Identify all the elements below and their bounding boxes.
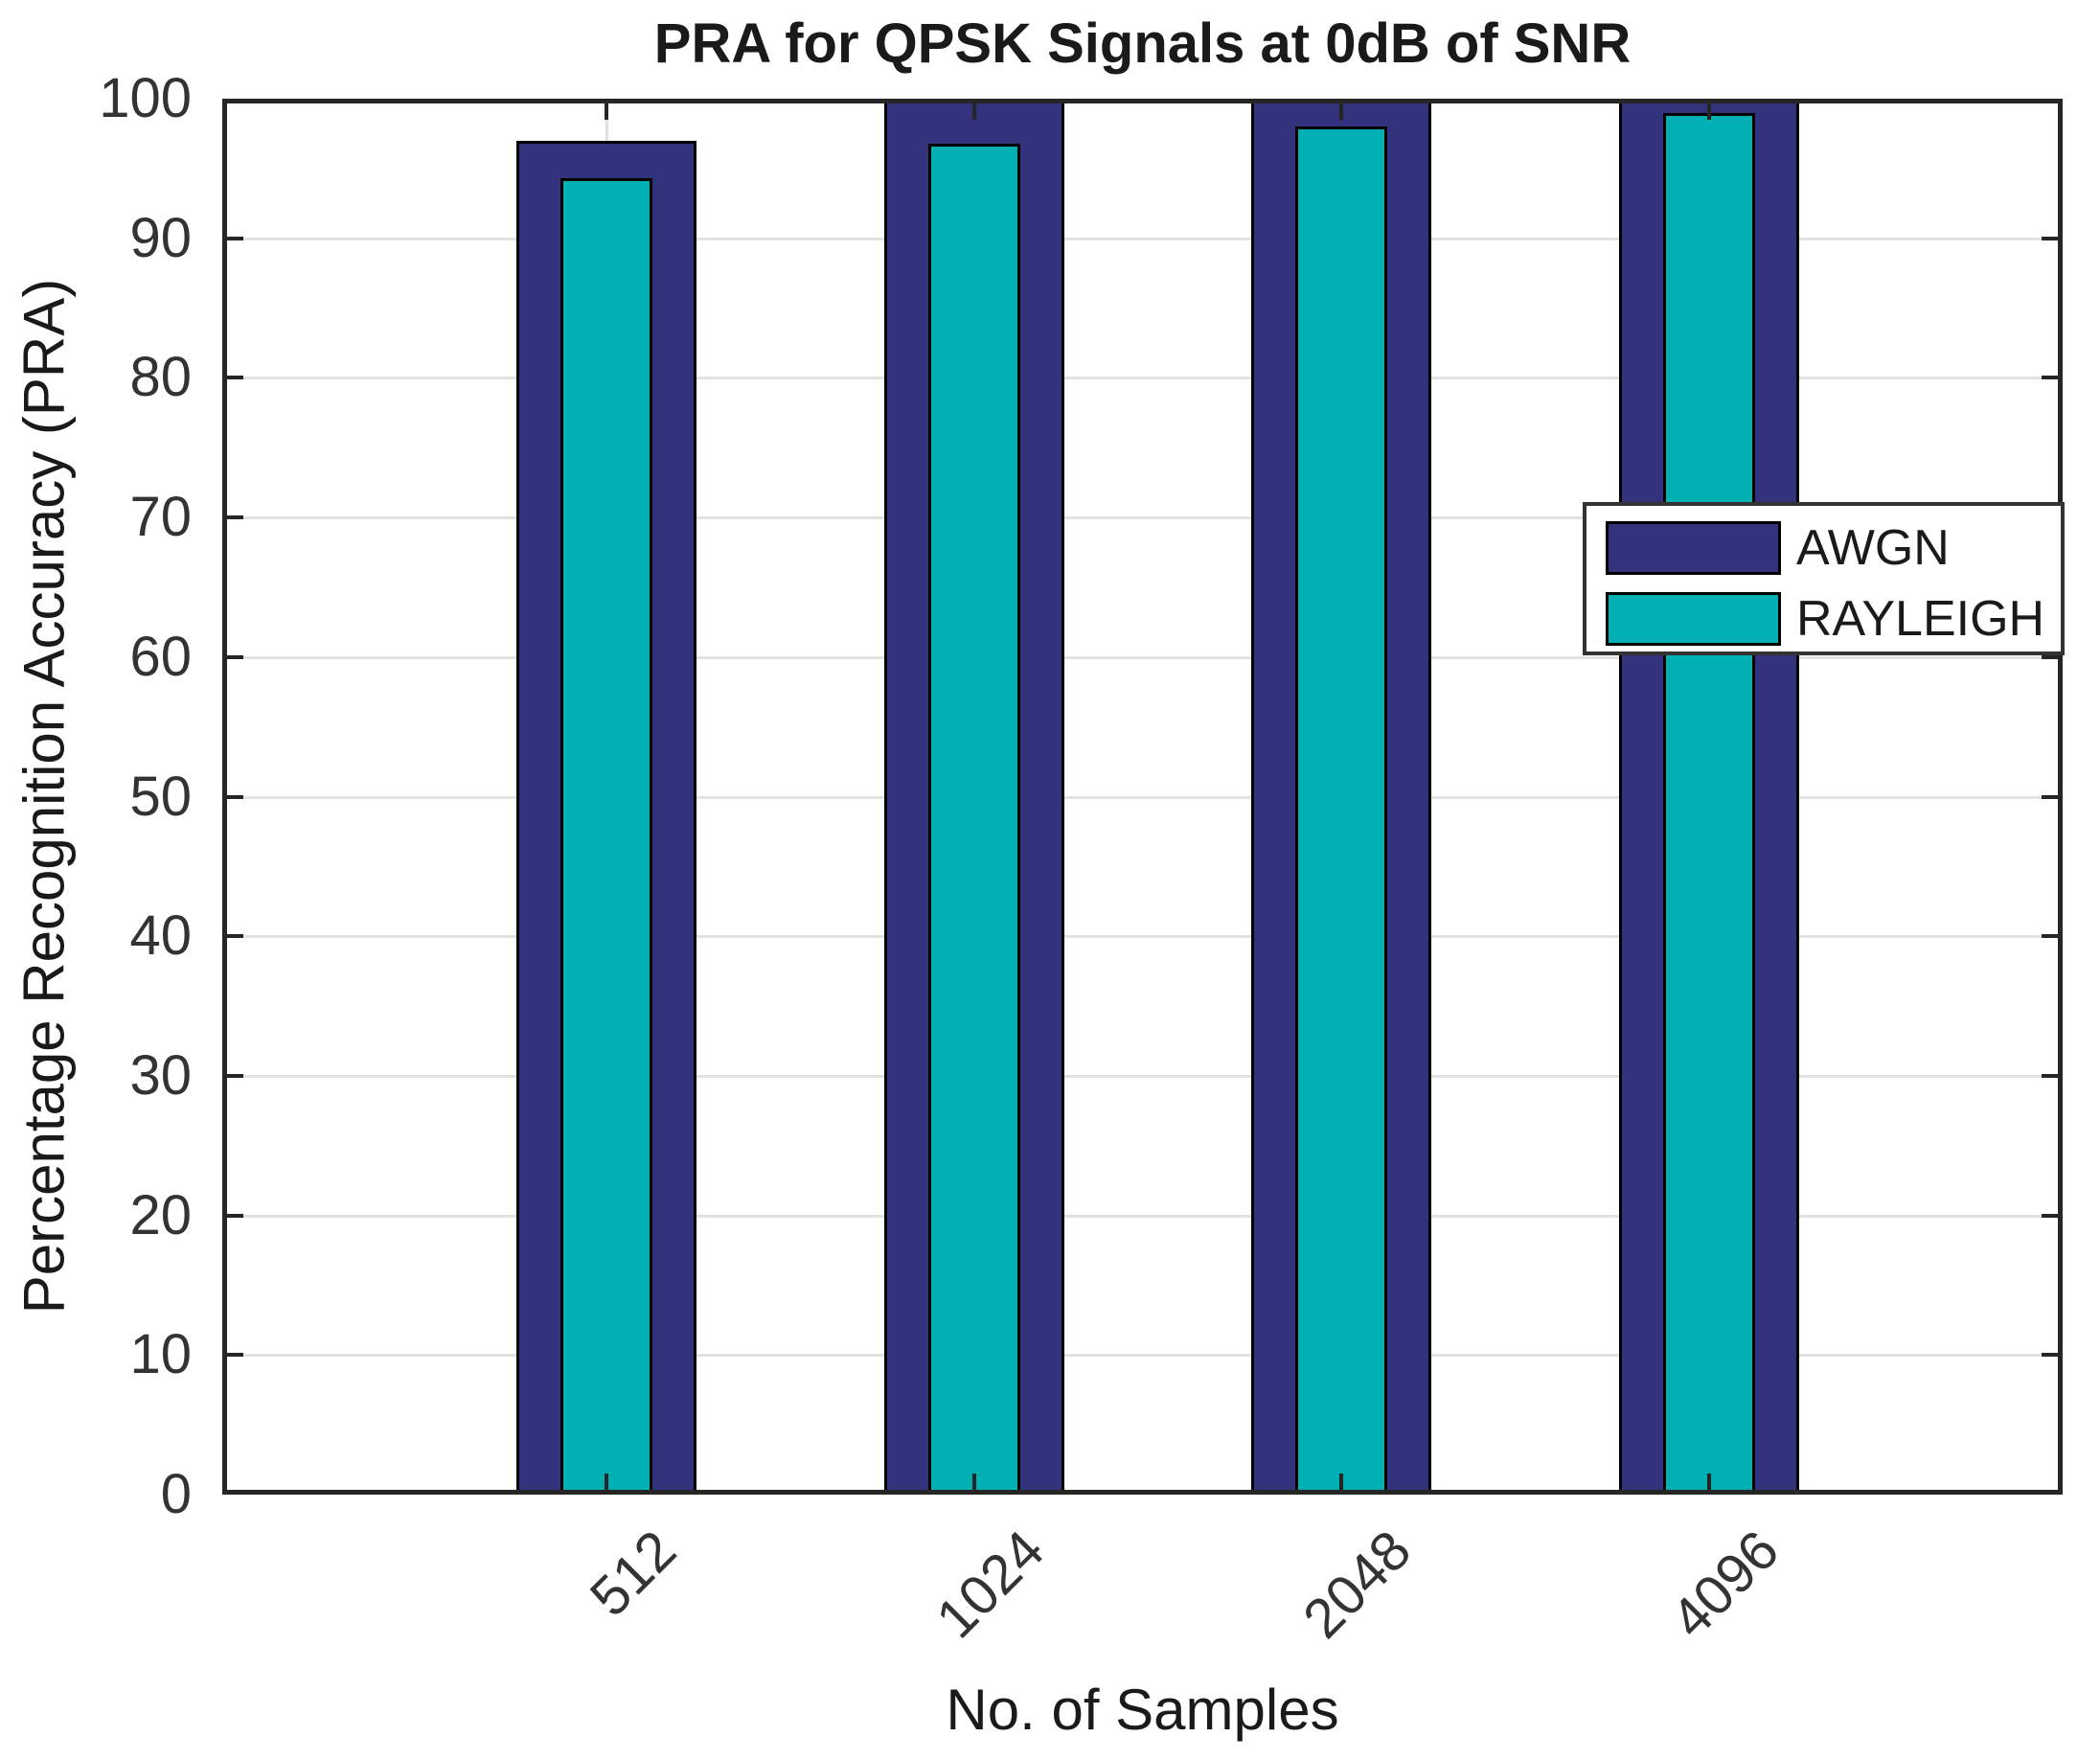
bar-rayleigh-1024: [928, 144, 1020, 1495]
y-tick-left-10: [222, 1353, 243, 1358]
gridline-horizontal-30: [222, 1074, 2063, 1078]
legend-row-rayleigh: RAYLEIGH: [1606, 591, 2061, 647]
x-tick-top-1024: [972, 99, 976, 120]
gridline-horizontal-90: [222, 237, 2063, 240]
bar-rayleigh-512: [560, 178, 652, 1495]
x-tick-top-2048: [1339, 99, 1343, 120]
gridline-horizontal-70: [222, 516, 2063, 520]
x-tick-bottom-512: [605, 1474, 608, 1495]
y-tick-right-80: [2042, 376, 2063, 380]
y-tick-label-30: 30: [129, 1043, 192, 1107]
x-tick-top-512: [605, 99, 608, 120]
x-tick-bottom-1024: [972, 1474, 976, 1495]
y-tick-right-20: [2042, 1213, 2063, 1218]
y-tick-label-70: 70: [129, 486, 192, 549]
y-tick-label-40: 40: [129, 904, 192, 968]
x-tick-bottom-2048: [1339, 1474, 1343, 1495]
legend-swatch-awgn: [1606, 521, 1781, 575]
legend-swatch-rayleigh: [1606, 592, 1781, 646]
gridline-horizontal-80: [222, 377, 2063, 380]
y-tick-right-50: [2042, 794, 2063, 799]
bar-rayleigh-4096: [1663, 113, 1755, 1495]
y-tick-label-80: 80: [129, 346, 192, 409]
y-tick-label-60: 60: [129, 625, 192, 688]
plot-area: [222, 99, 2063, 1495]
y-tick-right-10: [2042, 1353, 2063, 1358]
y-tick-left-20: [222, 1213, 243, 1218]
y-tick-label-50: 50: [129, 765, 192, 828]
y-tick-left-80: [222, 376, 243, 380]
y-tick-label-100: 100: [99, 67, 192, 129]
y-tick-left-50: [222, 794, 243, 799]
y-tick-left-70: [222, 515, 243, 520]
gridline-horizontal-50: [222, 795, 2063, 799]
legend: AWGN RAYLEIGH: [1583, 502, 2065, 655]
gridline-horizontal-10: [222, 1354, 2063, 1358]
bar-rayleigh-2048: [1295, 126, 1387, 1495]
legend-label-awgn: AWGN: [1796, 520, 1950, 576]
gridline-horizontal-40: [222, 935, 2063, 939]
y-tick-right-60: [2042, 654, 2063, 659]
x-axis-label: No. of Samples: [946, 1678, 1339, 1742]
x-tick-bottom-4096: [1707, 1474, 1711, 1495]
y-tick-left-90: [222, 236, 243, 240]
chart-title: PRA for QPSK Signals at 0dB of SNR: [653, 12, 1632, 75]
y-tick-right-40: [2042, 934, 2063, 939]
gridline-horizontal-60: [222, 655, 2063, 659]
y-tick-label-0: 0: [160, 1463, 192, 1525]
y-tick-right-90: [2042, 236, 2063, 240]
y-tick-left-60: [222, 654, 243, 659]
x-tick-top-4096: [1707, 99, 1711, 120]
axes-frame: [222, 99, 2063, 1495]
gridline-horizontal-20: [222, 1214, 2063, 1218]
legend-label-rayleigh: RAYLEIGH: [1796, 591, 2045, 647]
y-tick-label-20: 20: [129, 1183, 192, 1246]
y-tick-label-90: 90: [129, 206, 192, 269]
legend-row-awgn: AWGN: [1606, 520, 2061, 576]
y-tick-left-30: [222, 1073, 243, 1078]
y-tick-left-40: [222, 934, 243, 939]
y-tick-label-10: 10: [129, 1323, 192, 1386]
y-tick-right-30: [2042, 1073, 2063, 1078]
